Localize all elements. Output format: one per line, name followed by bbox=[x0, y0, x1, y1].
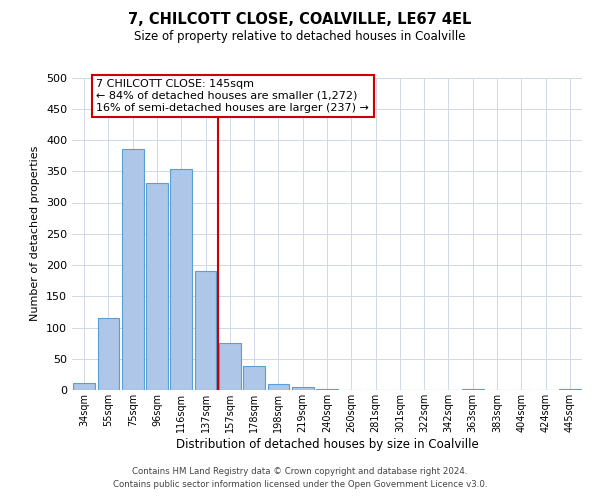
Text: Size of property relative to detached houses in Coalville: Size of property relative to detached ho… bbox=[134, 30, 466, 43]
Bar bbox=[292, 387, 314, 390]
Text: 7, CHILCOTT CLOSE, COALVILLE, LE67 4EL: 7, CHILCOTT CLOSE, COALVILLE, LE67 4EL bbox=[128, 12, 472, 28]
Text: Contains HM Land Registry data © Crown copyright and database right 2024.: Contains HM Land Registry data © Crown c… bbox=[132, 467, 468, 476]
X-axis label: Distribution of detached houses by size in Coalville: Distribution of detached houses by size … bbox=[176, 438, 478, 450]
Bar bbox=[170, 170, 192, 390]
Bar bbox=[146, 182, 168, 390]
Bar bbox=[268, 384, 289, 390]
Y-axis label: Number of detached properties: Number of detached properties bbox=[31, 146, 40, 322]
Bar bbox=[243, 366, 265, 390]
Bar bbox=[194, 271, 217, 390]
Text: 7 CHILCOTT CLOSE: 145sqm
← 84% of detached houses are smaller (1,272)
16% of sem: 7 CHILCOTT CLOSE: 145sqm ← 84% of detach… bbox=[96, 80, 369, 112]
Bar bbox=[73, 382, 95, 390]
Bar bbox=[219, 342, 241, 390]
Bar bbox=[122, 150, 143, 390]
Text: Contains public sector information licensed under the Open Government Licence v3: Contains public sector information licen… bbox=[113, 480, 487, 489]
Bar bbox=[97, 318, 119, 390]
